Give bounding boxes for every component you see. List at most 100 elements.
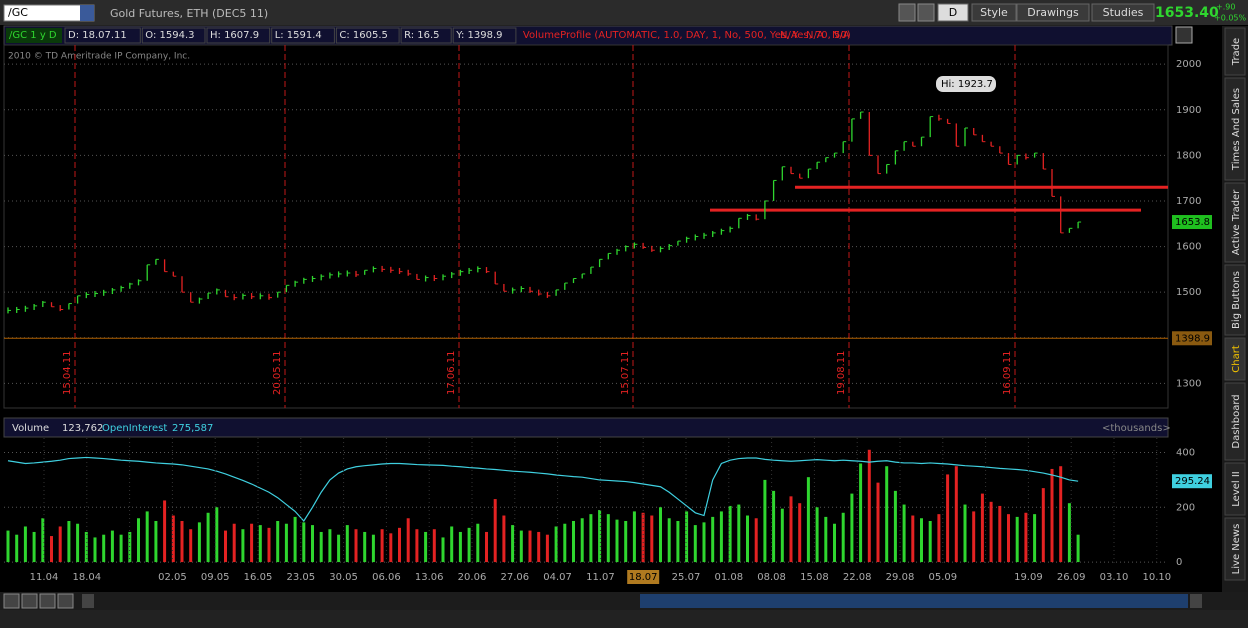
symbol-dropdown[interactable] bbox=[80, 5, 94, 21]
toolbar-button[interactable] bbox=[971, 3, 1017, 22]
volume-bar bbox=[267, 527, 271, 563]
toolbar-button[interactable] bbox=[1016, 3, 1090, 22]
info-cell bbox=[206, 27, 271, 44]
sidebar-tab[interactable] bbox=[1224, 77, 1246, 181]
x-tick-label: 04.07 bbox=[543, 572, 572, 583]
study-label: VolumeProfile (AUTOMATIC, 1.0, DAY, 1, N… bbox=[523, 30, 851, 41]
volume-bar bbox=[998, 505, 1002, 563]
zoom-button[interactable] bbox=[3, 593, 20, 609]
x-tick-label: 01.08 bbox=[714, 572, 743, 583]
volume-bar bbox=[311, 525, 314, 563]
sidebar-tab[interactable] bbox=[1224, 337, 1246, 381]
scroll-thumb[interactable] bbox=[640, 594, 1188, 608]
volume-bar bbox=[354, 529, 358, 563]
volume-bar bbox=[67, 520, 71, 563]
volume-bar bbox=[450, 526, 454, 563]
x-tick-label: 22.08 bbox=[843, 572, 872, 583]
volume-bar bbox=[1067, 503, 1071, 563]
copyright: 2010 © TD Ameritrade IP Company, Inc. bbox=[8, 52, 190, 62]
sidebar-tab[interactable] bbox=[1224, 462, 1246, 516]
volume-bar bbox=[58, 526, 62, 563]
sidebar-tab[interactable] bbox=[1224, 182, 1246, 263]
volume-bar bbox=[398, 527, 401, 563]
volume-bar bbox=[789, 496, 793, 563]
volume-bar bbox=[432, 529, 436, 563]
volume-bar bbox=[467, 527, 471, 563]
volume-bar bbox=[511, 525, 515, 563]
info-cell bbox=[400, 27, 452, 44]
volume-bar bbox=[476, 523, 480, 563]
volume-bar bbox=[798, 503, 802, 563]
volume-bar bbox=[711, 516, 715, 563]
volume-bar bbox=[902, 504, 906, 563]
volume-bar bbox=[224, 530, 227, 563]
scroll-right[interactable] bbox=[1190, 594, 1202, 608]
sidebar-tab[interactable] bbox=[1224, 264, 1246, 336]
volume-bar bbox=[606, 514, 610, 563]
x-tick-label: 19.09 bbox=[1014, 572, 1043, 583]
volume-bar bbox=[371, 534, 375, 563]
zoom-button[interactable] bbox=[39, 593, 56, 609]
x-tick-label: 11.04 bbox=[30, 572, 59, 583]
sidebar-tab[interactable] bbox=[1224, 517, 1246, 581]
toolbar-button-label: Drawings bbox=[1027, 6, 1079, 19]
toolbar-button[interactable] bbox=[1091, 3, 1155, 22]
volume-bar bbox=[572, 520, 575, 563]
toolbar-button-label: Style bbox=[980, 6, 1008, 19]
change-pct: +0.05% bbox=[1214, 14, 1247, 23]
volume-bar bbox=[545, 534, 549, 563]
sidebar-tab[interactable] bbox=[1224, 27, 1246, 76]
month-label: 15.04.11 bbox=[62, 350, 73, 395]
y-tick-label: 1300 bbox=[1176, 378, 1201, 389]
volume-bar bbox=[624, 520, 628, 563]
volume-bar bbox=[746, 515, 749, 563]
x-tick-label: 18.04 bbox=[72, 572, 101, 583]
volume-header bbox=[3, 417, 1169, 438]
volume-bar bbox=[676, 520, 680, 563]
volume-bar bbox=[806, 477, 810, 563]
x-tick-label: 30.05 bbox=[329, 572, 358, 583]
volume-bar bbox=[493, 499, 497, 563]
volume-bar bbox=[528, 530, 532, 563]
volume-bar bbox=[1076, 534, 1080, 563]
toolbar-button[interactable] bbox=[937, 3, 969, 22]
volume-bar bbox=[389, 533, 393, 563]
volume-bar bbox=[537, 531, 541, 563]
x-tick-label: 20.06 bbox=[458, 572, 487, 583]
info-field: L: 1591.4 bbox=[275, 30, 322, 41]
last-price: 1653.40 bbox=[1155, 5, 1219, 21]
volume-bar bbox=[963, 504, 967, 563]
volume-bar bbox=[519, 530, 523, 563]
zoom-button[interactable] bbox=[57, 593, 74, 609]
symbol: /GC bbox=[8, 6, 28, 19]
zoom-button[interactable] bbox=[21, 593, 38, 609]
na-label: N/A bbox=[780, 30, 798, 41]
volume-bar bbox=[415, 529, 419, 563]
volume-bar bbox=[50, 536, 53, 563]
volume-bar bbox=[15, 534, 19, 563]
sidebar-tab-label: Live News bbox=[1231, 524, 1242, 575]
info-field: R: 16.5 bbox=[404, 30, 439, 41]
volume-bar bbox=[284, 523, 288, 563]
chart-icon[interactable] bbox=[1175, 26, 1193, 44]
volume-bar bbox=[250, 523, 254, 563]
volume-bar bbox=[293, 516, 297, 563]
volume-bar bbox=[980, 493, 984, 563]
scroll-left[interactable] bbox=[82, 594, 94, 608]
volume-bar bbox=[563, 523, 567, 563]
x-tick-label: 13.06 bbox=[415, 572, 444, 583]
tool-icon[interactable] bbox=[898, 3, 916, 22]
x-tick-label: 25.07 bbox=[672, 572, 701, 583]
sidebar-tab[interactable] bbox=[1224, 382, 1246, 461]
volume-bar bbox=[302, 522, 306, 563]
volume-bar bbox=[258, 525, 262, 563]
volume-bar bbox=[110, 530, 114, 563]
info-cell bbox=[271, 27, 335, 44]
volume-bar bbox=[763, 479, 767, 563]
volume-bar bbox=[102, 534, 106, 563]
y-tick-label: 1600 bbox=[1176, 242, 1201, 253]
tool-icon[interactable] bbox=[917, 3, 935, 22]
month-label: 17.06.11 bbox=[446, 350, 457, 395]
volume-bar bbox=[920, 518, 923, 563]
y-tick-label: 1800 bbox=[1176, 150, 1201, 161]
